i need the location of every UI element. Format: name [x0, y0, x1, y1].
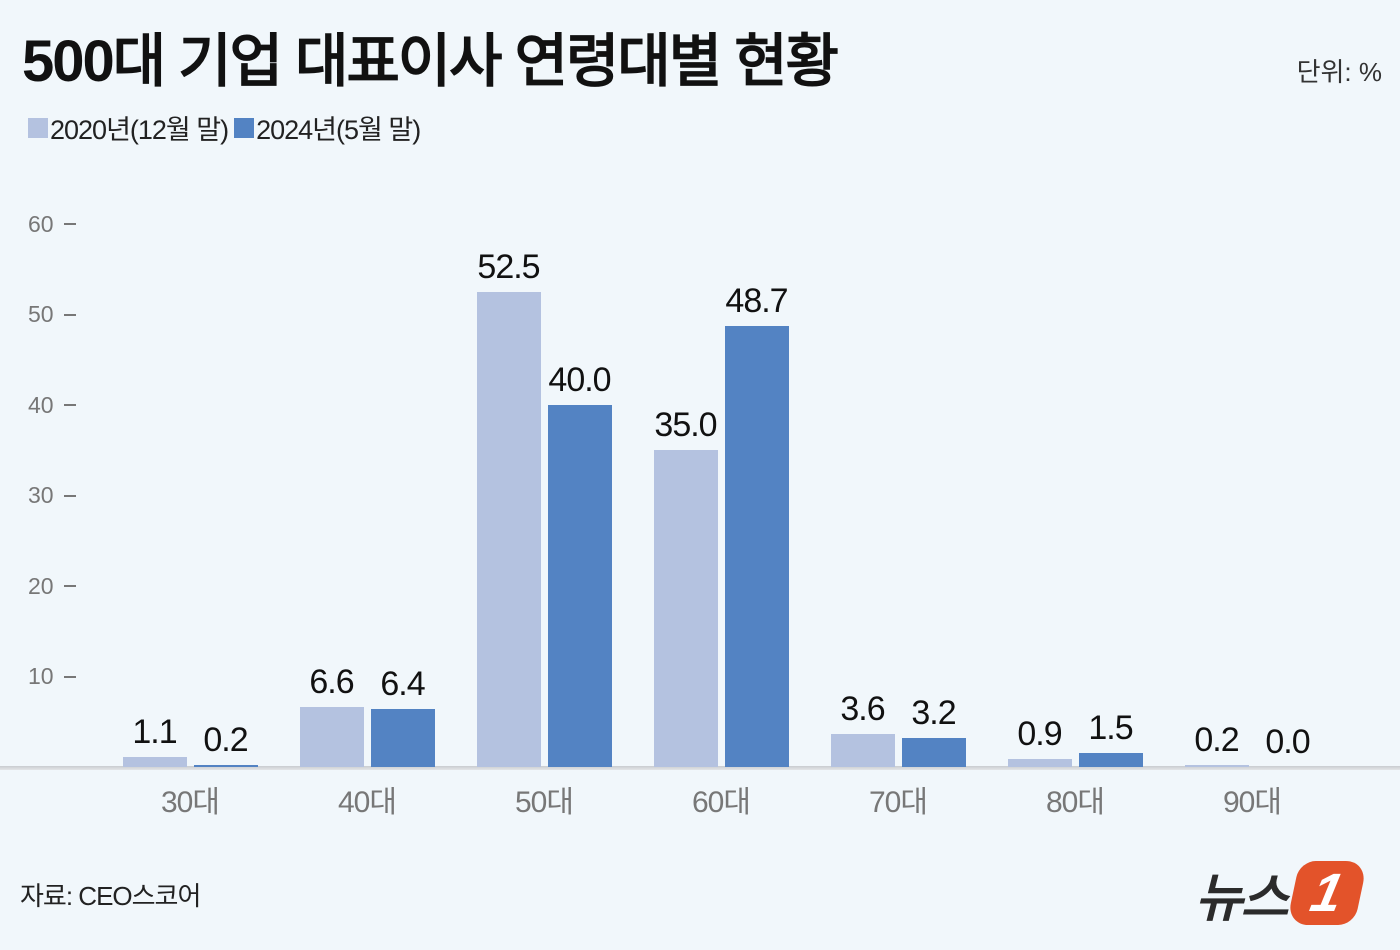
logo-badge-icon: 1 — [1285, 861, 1368, 925]
source-note: 자료: CEO스코어 — [20, 881, 201, 911]
y-tick-mark — [63, 675, 76, 678]
legend-item-2024: 2024년(5월 말) — [234, 108, 421, 147]
y-tick-50: 50 — [0, 301, 80, 329]
bar-70대-2020 — [830, 734, 895, 767]
bar-40대-2020 — [299, 707, 364, 767]
y-tick-label: 10 — [28, 663, 54, 689]
x-tick-label: 80대 — [1046, 786, 1105, 819]
bar-value-label: 35.0 — [654, 406, 717, 445]
bar-90대-2020 — [1184, 765, 1249, 767]
bar-value-label: 6.4 — [380, 665, 425, 704]
bar-value-label: 1.5 — [1088, 709, 1133, 748]
bar-80대-2024 — [1078, 753, 1143, 767]
bar-value-label: 3.6 — [840, 690, 885, 729]
bar-50대-2020 — [476, 291, 541, 767]
legend-swatch-2024 — [234, 117, 255, 138]
y-tick-label: 60 — [28, 210, 54, 237]
legend: 2020년(12월 말) 2024년(5월 말) — [28, 108, 426, 147]
legend-item-2020: 2020년(12월 말) — [28, 108, 229, 147]
y-tick-mark — [63, 313, 76, 316]
x-tick-label: 70대 — [869, 786, 928, 819]
bar-value-label: 6.6 — [309, 663, 354, 702]
x-tick-label: 90대 — [1223, 786, 1282, 819]
chart-title: 500대 기업 대표이사 연령대별 현황 — [22, 29, 839, 94]
bar-value-label: 0.9 — [1017, 714, 1062, 753]
x-axis-baseline — [0, 766, 1400, 770]
y-tick-mark — [63, 494, 76, 497]
bar-80대-2020 — [1007, 758, 1072, 767]
x-tick-label: 60대 — [692, 786, 751, 819]
bar-60대-2024 — [724, 326, 789, 767]
legend-label-2020: 2020년(12월 말) — [50, 115, 229, 145]
bar-value-label: 3.2 — [911, 694, 956, 733]
legend-swatch-2020 — [28, 117, 48, 138]
y-tick-label: 30 — [28, 482, 54, 508]
y-tick-label: 20 — [28, 572, 54, 599]
legend-label-2024: 2024년(5월 말) — [256, 115, 421, 145]
y-tick-60: 60 — [0, 210, 80, 238]
bar-30대-2024 — [193, 765, 258, 767]
bar-value-label: 0.0 — [1265, 723, 1310, 761]
bar-value-label: 1.1 — [132, 713, 177, 752]
y-tick-30: 30 — [0, 482, 80, 510]
bar-value-label: 48.7 — [725, 282, 788, 321]
bar-value-label: 40.0 — [548, 361, 611, 399]
logo-text: 뉴스 — [1195, 869, 1289, 928]
bar-50대-2024 — [547, 405, 612, 767]
y-tick-mark — [63, 585, 76, 587]
bar-40대-2024 — [370, 709, 435, 767]
y-tick-label: 50 — [28, 301, 54, 327]
y-tick-10: 10 — [0, 663, 80, 691]
y-tick-40: 40 — [0, 391, 80, 419]
y-tick-mark — [63, 223, 76, 225]
bar-70대-2024 — [901, 738, 966, 767]
x-tick-label: 30대 — [161, 786, 220, 819]
bar-value-label: 52.5 — [477, 247, 540, 286]
y-tick-mark — [63, 404, 76, 406]
unit-label: 단위: % — [1296, 57, 1382, 87]
bar-30대-2020 — [122, 757, 187, 767]
x-tick-label: 50대 — [515, 786, 574, 819]
y-tick-20: 20 — [0, 572, 80, 600]
x-tick-label: 40대 — [338, 786, 397, 819]
bar-value-label: 0.2 — [1194, 721, 1239, 759]
y-tick-label: 40 — [28, 391, 54, 418]
news1-logo: 뉴스 1 — [1195, 858, 1390, 928]
bar-value-label: 0.2 — [203, 721, 248, 759]
bar-60대-2020 — [653, 450, 718, 767]
